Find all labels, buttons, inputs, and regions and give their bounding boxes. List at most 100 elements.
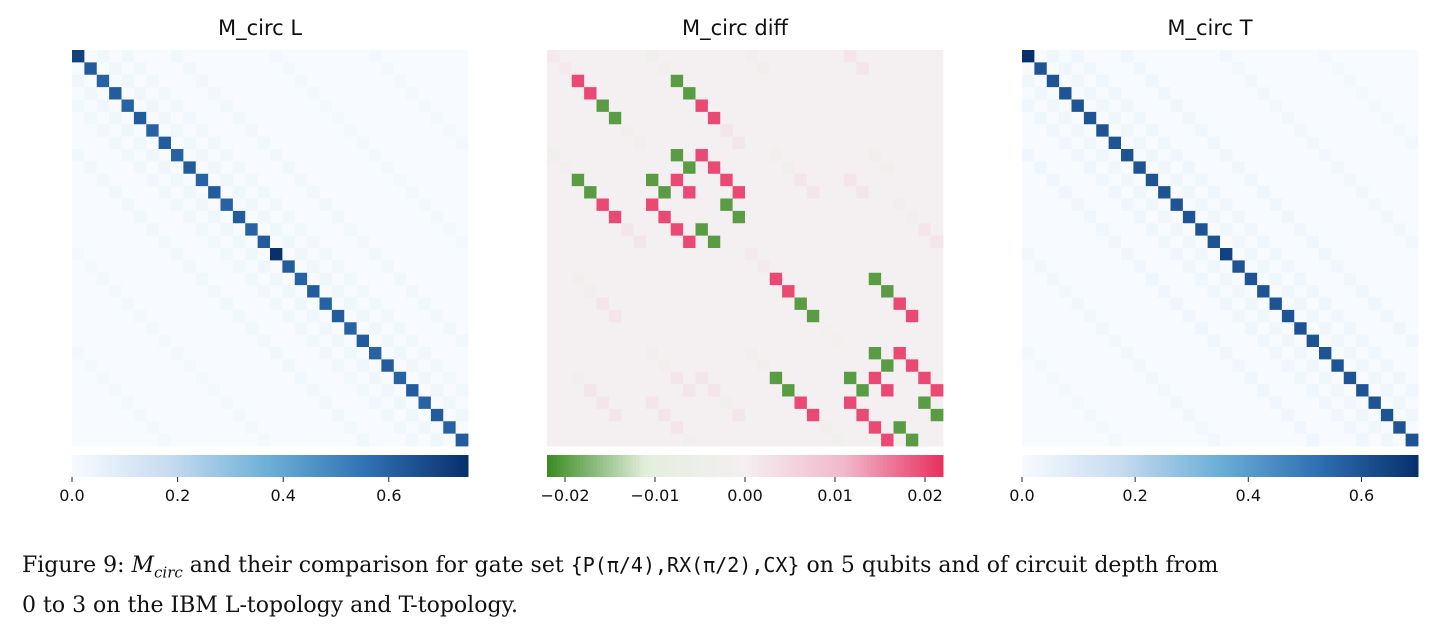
heatmap-cell <box>856 62 870 76</box>
heatmap-cell <box>658 248 672 261</box>
heatmap-cell <box>208 297 221 311</box>
heatmap-cell <box>608 371 622 385</box>
heatmap-cell <box>319 173 333 187</box>
heatmap-cell <box>1034 136 1048 150</box>
heatmap-cell <box>1096 384 1110 397</box>
heatmap-cell <box>1232 421 1246 435</box>
heatmap-cell <box>732 309 746 323</box>
heatmap-cell <box>1281 285 1295 298</box>
heatmap-cell <box>918 210 932 224</box>
heatmap-cell <box>133 384 147 397</box>
heatmap-cell <box>1393 149 1407 162</box>
heatmap-cell <box>1195 50 1209 63</box>
heatmap-cell <box>757 433 771 447</box>
heatmap-cell <box>1158 371 1171 385</box>
heatmap-cell <box>1356 297 1369 311</box>
heatmap-cell <box>1368 408 1382 422</box>
heatmap-cell <box>1133 322 1147 336</box>
heatmap-cell <box>1343 334 1357 348</box>
heatmap-cell <box>158 198 172 212</box>
heatmap-cell <box>695 173 709 187</box>
heatmap-cell <box>868 285 882 298</box>
heatmap-cell <box>918 99 932 113</box>
heatmap-cell <box>621 149 635 162</box>
heatmap-cell <box>96 396 110 410</box>
heatmap-cell <box>1133 347 1147 360</box>
heatmap-cell <box>1269 421 1283 435</box>
heatmap-cell <box>72 322 85 336</box>
heatmap-cell <box>418 50 432 63</box>
heatmap-cell <box>732 433 746 447</box>
heatmap-cell <box>683 186 696 199</box>
heatmap-cell <box>356 371 370 385</box>
heatmap-cell <box>1059 248 1072 261</box>
heatmap-cell <box>658 334 672 348</box>
heatmap-cell <box>319 334 333 348</box>
heatmap-cell <box>1046 408 1060 422</box>
heatmap-cell <box>1158 248 1171 261</box>
heatmap-cell <box>547 50 560 63</box>
heatmap-cell <box>294 87 308 100</box>
heatmap-cell <box>406 408 419 422</box>
heatmap-cell <box>1121 223 1134 237</box>
heatmap-cell <box>893 359 907 373</box>
heatmap-cell <box>455 62 469 76</box>
heatmap-cell <box>270 74 283 88</box>
heatmap-cell <box>294 186 308 199</box>
heatmap-cell <box>257 334 271 348</box>
heatmap-cell <box>905 248 919 261</box>
heatmap-cell <box>1059 198 1072 212</box>
heatmap-cell <box>1195 309 1209 323</box>
heatmap-cell <box>806 99 820 113</box>
heatmap-cell <box>1046 359 1060 373</box>
heatmap-cell <box>707 433 721 447</box>
heatmap-cell <box>1405 62 1419 76</box>
heatmap-cell <box>621 421 635 435</box>
heatmap-cell <box>794 396 808 410</box>
heatmap-cell <box>1195 272 1209 286</box>
heatmap-cell <box>1182 433 1196 447</box>
heatmap-cell <box>430 260 444 274</box>
heatmap-cell <box>745 334 758 348</box>
heatmap-cell <box>257 173 271 187</box>
heatmap-cell <box>1071 248 1085 261</box>
heatmap-cell <box>1182 285 1196 298</box>
heatmap-cell <box>757 309 771 323</box>
heatmap-cell <box>794 149 808 162</box>
heatmap-cell <box>1046 50 1060 63</box>
heatmap-cell <box>547 347 560 360</box>
heatmap-cell <box>1405 322 1419 336</box>
heatmap-cell <box>608 173 622 187</box>
heatmap-cell <box>1046 223 1060 237</box>
heatmap-cell <box>1133 297 1147 311</box>
heatmap-cell <box>381 384 395 397</box>
heatmap-cell <box>96 111 110 125</box>
heatmap-cell <box>571 371 585 385</box>
heatmap-cell <box>282 285 296 298</box>
heatmap-cell <box>84 260 98 274</box>
heatmap-cell <box>1096 198 1110 212</box>
heatmap-cell <box>1368 248 1382 261</box>
heatmap-cell <box>1170 50 1184 63</box>
heatmap-cell <box>831 260 845 274</box>
heatmap-cell <box>683 322 696 336</box>
heatmap-cell <box>96 334 110 348</box>
heatmap-cell <box>646 136 659 150</box>
heatmap-cell <box>745 186 758 199</box>
heatmap-cell <box>1158 99 1171 113</box>
heatmap-cell <box>732 50 746 63</box>
heatmap-cell <box>621 235 635 249</box>
heatmap-cell <box>331 347 345 360</box>
heatmap-cell <box>72 74 85 88</box>
colorbar-tick-label: −0.02 <box>540 486 589 505</box>
heatmap-cell <box>1331 111 1345 125</box>
heatmap-cell <box>270 87 283 100</box>
heatmap-cell <box>745 161 758 175</box>
heatmap-cell <box>146 421 160 435</box>
heatmap-cell <box>270 285 283 298</box>
heatmap-cell <box>443 421 457 435</box>
heatmap-cell <box>856 285 870 298</box>
heatmap-cell <box>307 396 320 410</box>
heatmap-cell <box>930 173 944 187</box>
heatmap-cell <box>1034 87 1048 100</box>
